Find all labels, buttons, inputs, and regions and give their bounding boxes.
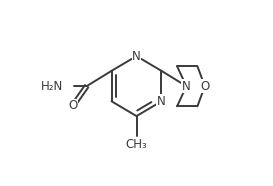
Text: O: O [200, 80, 209, 93]
Text: O: O [68, 100, 78, 112]
Text: N: N [182, 80, 191, 93]
Text: H₂N: H₂N [40, 80, 63, 93]
Text: CH₃: CH₃ [126, 138, 147, 151]
Text: N: N [132, 50, 141, 62]
Text: N: N [157, 95, 166, 108]
